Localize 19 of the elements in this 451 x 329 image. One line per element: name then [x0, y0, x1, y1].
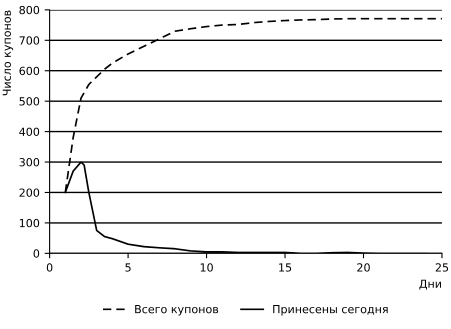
y-tick-label: 700 [20, 36, 40, 45]
x-tick-label: 25 [436, 263, 448, 272]
y-tick-label: 800 [19, 6, 40, 14]
y-tick-label: 500 [20, 97, 40, 106]
y-tick-label: 200 [19, 188, 40, 197]
x-tick-label: 20 [357, 263, 370, 272]
legend-label: Всего купонов [135, 305, 218, 316]
y-tick-label: 100 [20, 218, 40, 228]
y-tick-label: 600 [19, 66, 40, 76]
y-tick-label: 0 [34, 249, 40, 258]
x-tick-label: 0 [46, 263, 52, 272]
legend-label: Принесены сегодня [273, 305, 388, 316]
x-axis-title: Дни [419, 280, 441, 290]
x-tick-label: 10 [200, 263, 213, 272]
x-tick-label: 5 [125, 263, 131, 272]
y-tick-label: 300 [20, 158, 40, 166]
y-tick-label: 400 [19, 128, 40, 136]
x-tick-label: 15 [279, 263, 292, 272]
y-axis-title: Число купонов [2, 10, 14, 96]
